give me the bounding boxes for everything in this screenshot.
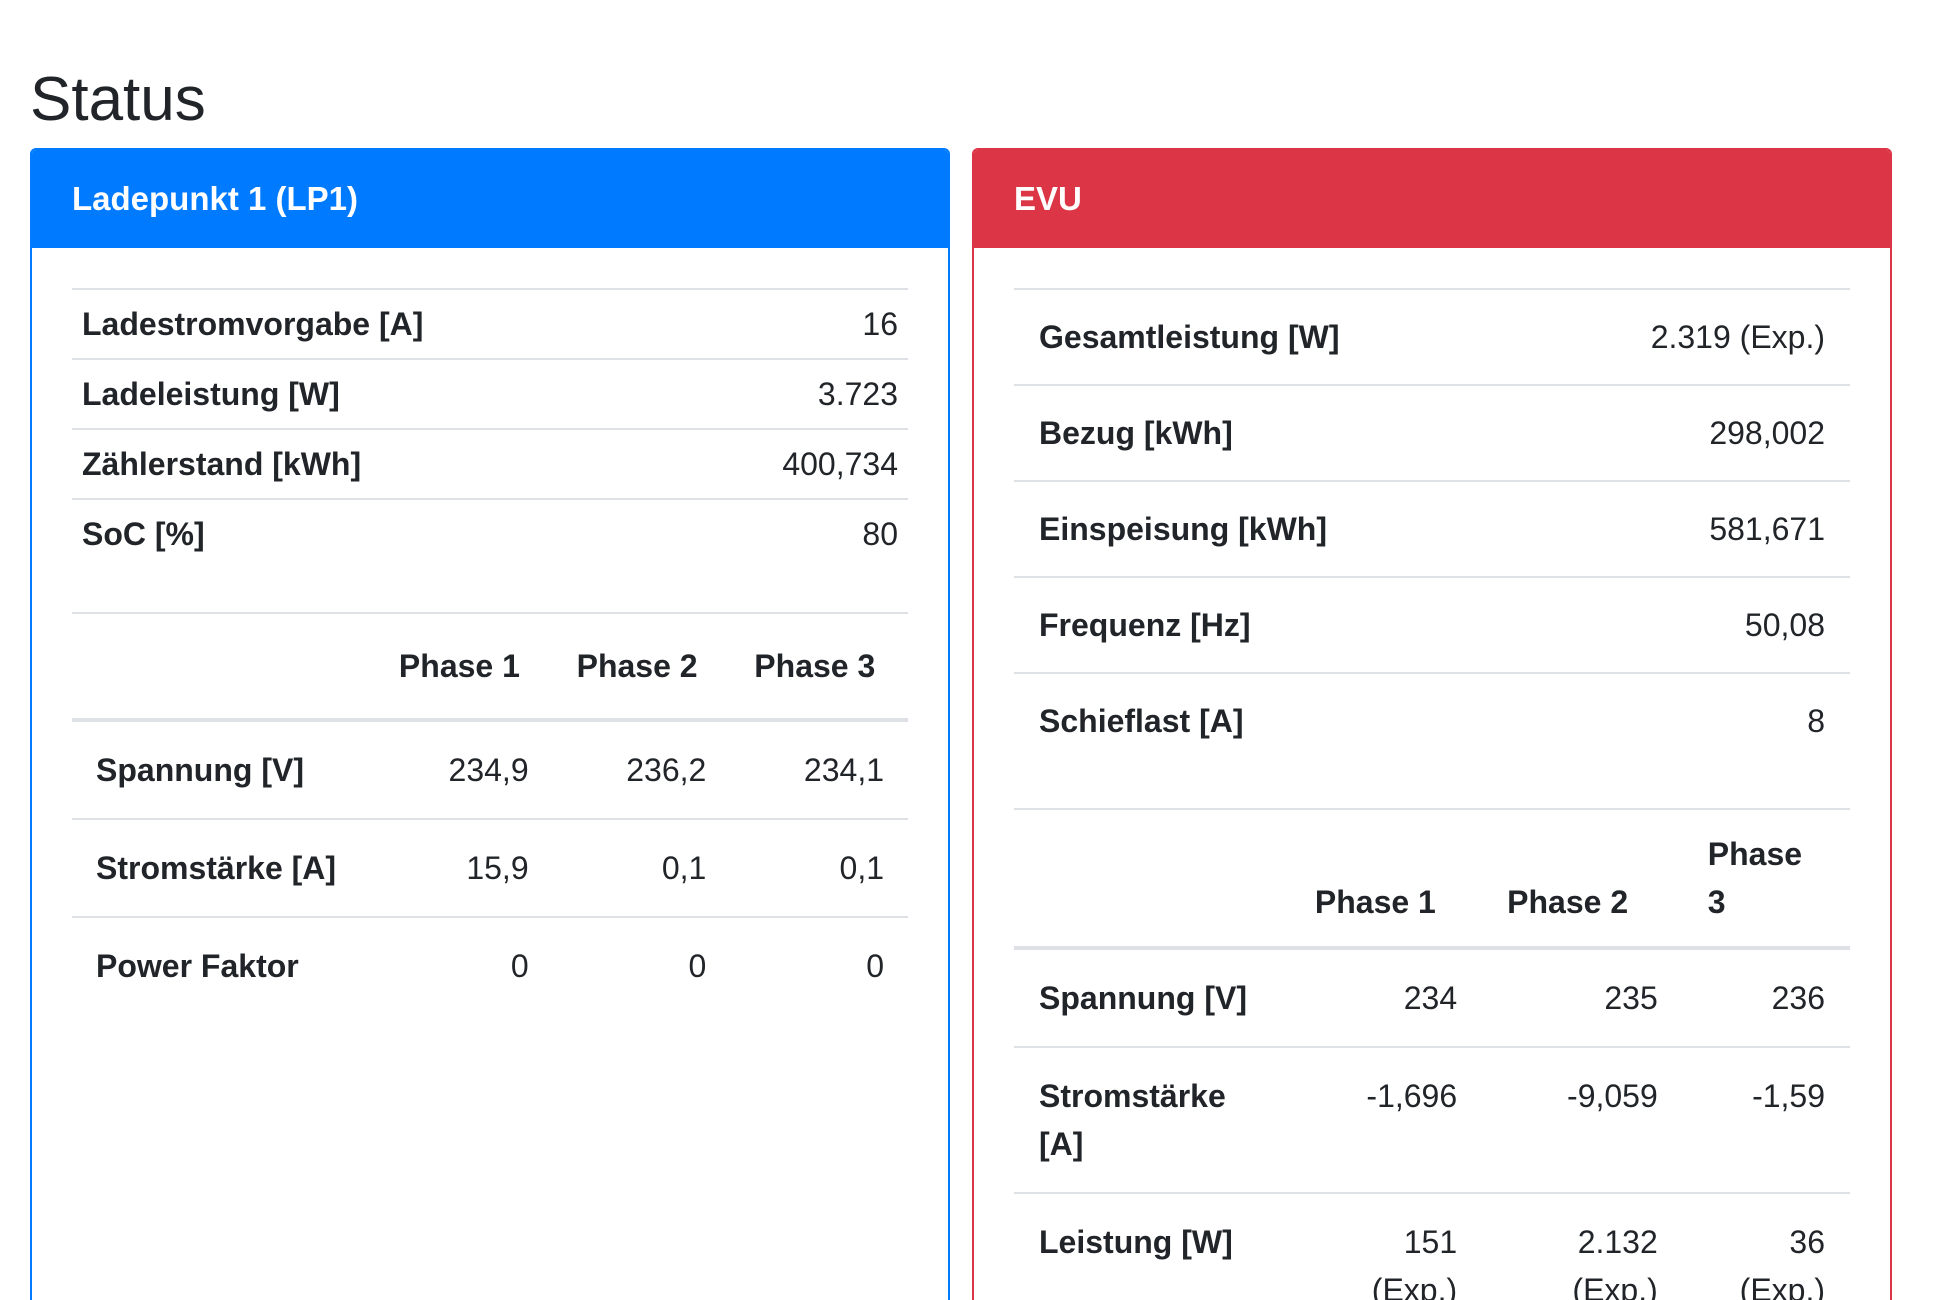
table-cell: 234 (1289, 947, 1483, 1047)
row-label: Ladestromvorgabe [A] (72, 288, 680, 359)
empty-header-cell (1014, 808, 1290, 950)
table-cell: 234,9 (374, 719, 553, 819)
row-label: Schieflast [A] (1014, 672, 1524, 768)
table-cell: 0,1 (552, 818, 731, 917)
table-row: Stromstärke [A] -1,696 -9,059 -1,59 (1014, 1046, 1850, 1193)
table-row: Frequenz [Hz] 50,08 (1014, 576, 1850, 673)
row-value: 2.319 (Exp.) (1523, 288, 1850, 385)
row-value: 298,002 (1523, 384, 1850, 481)
row-label: Einspeisung [kWh] (1014, 480, 1524, 577)
evu-summary-table: Gesamtleistung [W] 2.319 (Exp.) Bezug [k… (1014, 288, 1850, 768)
table-cell: -1,696 (1289, 1046, 1483, 1193)
table-row: Leistung [W] 151 (Exp.) 2.132 (Exp.) 36 … (1014, 1192, 1850, 1300)
row-value: 400,734 (679, 428, 908, 499)
row-label: Power Faktor (72, 916, 375, 1014)
table-row: Einspeisung [kWh] 581,671 (1014, 480, 1850, 577)
table-row: Gesamtleistung [W] 2.319 (Exp.) (1014, 288, 1850, 385)
row-value: 80 (679, 498, 908, 568)
column-header: Phase 2 (552, 612, 731, 722)
row-label: Stromstärke [A] (1014, 1046, 1290, 1193)
row-value: 50,08 (1523, 576, 1850, 673)
row-label: Zählerstand [kWh] (72, 428, 680, 499)
row-label: Gesamtleistung [W] (1014, 288, 1524, 385)
table-cell: 0 (552, 916, 731, 1014)
page-title: Status (30, 65, 206, 134)
table-row: Power Faktor 0 0 0 (72, 916, 908, 1014)
table-row: Ladestromvorgabe [A] 16 (72, 288, 908, 359)
table-cell: -1,59 (1682, 1046, 1850, 1193)
lp1-phase-table: Phase 1 Phase 2 Phase 3 Spannung [V] 234… (72, 612, 908, 1014)
row-label: Spannung [V] (1014, 947, 1290, 1047)
row-value: 16 (679, 288, 908, 359)
table-row: Bezug [kWh] 298,002 (1014, 384, 1850, 481)
row-value: 581,671 (1523, 480, 1850, 577)
lp1-card: Ladepunkt 1 (LP1) Ladestromvorgabe [A] 1… (30, 148, 950, 1300)
lp1-card-header: Ladepunkt 1 (LP1) (32, 150, 948, 248)
row-label: SoC [%] (72, 498, 680, 568)
row-label: Bezug [kWh] (1014, 384, 1524, 481)
table-cell: 0 (374, 916, 553, 1014)
empty-header-cell (72, 612, 375, 722)
table-row: Zählerstand [kWh] 400,734 (72, 428, 908, 499)
column-header: Phase 3 (730, 612, 908, 722)
table-header-row: Phase 1 Phase 2 Phase 3 (72, 612, 908, 722)
evu-card: EVU Gesamtleistung [W] 2.319 (Exp.) Bezu… (972, 148, 1892, 1300)
row-label: Ladeleistung [W] (72, 358, 680, 429)
column-header: Phase 2 (1482, 808, 1683, 950)
row-value: 3.723 (679, 358, 908, 429)
row-label: Spannung [V] (72, 719, 375, 819)
column-header: Phase 1 (374, 612, 553, 722)
table-cell: 151 (Exp.) (1289, 1192, 1483, 1300)
row-label: Frequenz [Hz] (1014, 576, 1524, 673)
table-cell: -9,059 (1482, 1046, 1683, 1193)
table-cell: 0,1 (730, 818, 908, 917)
evu-phase-table: Phase 1 Phase 2 Phase 3 Spannung [V] 234… (1014, 808, 1850, 1300)
table-row: Schieflast [A] 8 (1014, 672, 1850, 768)
table-cell: 15,9 (374, 818, 553, 917)
table-cell: 235 (1482, 947, 1683, 1047)
table-cell: 2.132 (Exp.) (1482, 1192, 1683, 1300)
lp1-card-body: Ladestromvorgabe [A] 16 Ladeleistung [W]… (32, 248, 948, 1014)
column-header: Phase 3 (1682, 808, 1850, 950)
table-cell: 0 (730, 916, 908, 1014)
column-header: Phase 1 (1289, 808, 1483, 950)
table-row: SoC [%] 80 (72, 498, 908, 568)
table-cell: 36 (Exp.) (1682, 1192, 1850, 1300)
lp1-summary-table: Ladestromvorgabe [A] 16 Ladeleistung [W]… (72, 288, 908, 568)
table-row: Spannung [V] 234 235 236 (1014, 947, 1850, 1047)
row-label: Leistung [W] (1014, 1192, 1290, 1300)
evu-card-header: EVU (974, 150, 1890, 248)
table-row: Ladeleistung [W] 3.723 (72, 358, 908, 429)
row-label: Stromstärke [A] (72, 818, 375, 917)
table-cell: 236 (1682, 947, 1850, 1047)
row-value: 8 (1523, 672, 1850, 768)
table-cell: 236,2 (552, 719, 731, 819)
evu-card-body: Gesamtleistung [W] 2.319 (Exp.) Bezug [k… (974, 248, 1890, 1300)
table-header-row: Phase 1 Phase 2 Phase 3 (1014, 808, 1850, 950)
table-cell: 234,1 (730, 719, 908, 819)
table-row: Spannung [V] 234,9 236,2 234,1 (72, 719, 908, 819)
table-row: Stromstärke [A] 15,9 0,1 0,1 (72, 818, 908, 917)
